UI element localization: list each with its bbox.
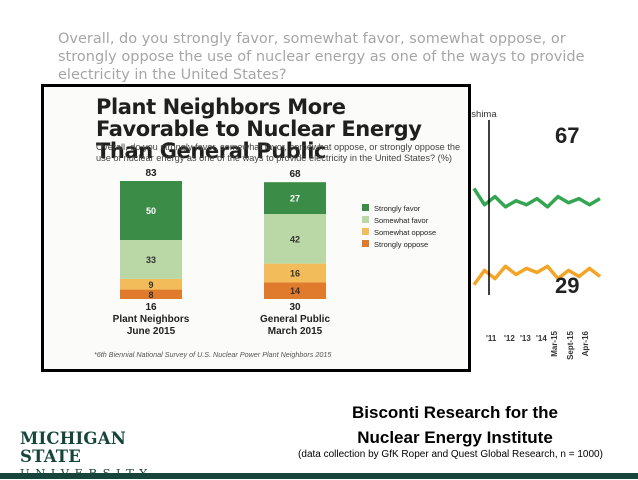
slide-title: Overall, do you strongly favor, somewhat… xyxy=(58,31,585,83)
trend-series-line-0 xyxy=(472,187,601,209)
bar-value-label-0-0: 50 xyxy=(146,206,156,216)
oppose-total-label-1: 30 xyxy=(289,302,301,313)
trend-tick-label-4: Mar-15 xyxy=(550,330,559,356)
logo-line-1: MICHIGAN STATE xyxy=(20,429,126,466)
inset-subtitle: Overall, do you strongly favor, somewhat… xyxy=(96,142,461,163)
oppose-total-label-0: 16 xyxy=(145,302,157,313)
bar-value-label-0-2: 9 xyxy=(148,280,153,290)
trend-tick-label-3: '14 xyxy=(536,334,547,343)
bar-value-label-0-3: 8 xyxy=(148,290,153,300)
inset-title: Plant Neighbors More Favorable to Nuclea… xyxy=(96,95,422,163)
legend-swatch-0 xyxy=(362,204,369,211)
bar-segment-0-0 xyxy=(120,181,182,240)
legend-swatch-3 xyxy=(362,240,369,247)
category-label-0: Plant Neighbors xyxy=(113,314,190,325)
bar-segment-1-0 xyxy=(264,182,326,215)
bar-segment-1-3 xyxy=(264,282,326,299)
trend-tick-label-1: '12 xyxy=(504,334,515,343)
trend-series-line-1 xyxy=(472,264,602,286)
favor-total-label-1: 68 xyxy=(289,169,301,180)
bar-value-label-1-3: 14 xyxy=(290,286,300,296)
legend-label-2: Somewhat oppose xyxy=(374,228,436,237)
trend-tick-label-5: Sept-15 xyxy=(566,330,575,359)
legend-label-3: Strongly oppose xyxy=(374,240,428,249)
trend-line-chart: ushima 67 29 '11 '12 '13 '14 Mar-15 Sept-15 Ap… xyxy=(466,109,602,360)
bar-value-label-1-1: 42 xyxy=(290,234,300,244)
bar-segment-0-2 xyxy=(120,278,182,290)
bar-segment-1-2 xyxy=(264,263,326,283)
category-date-label-0: June 2015 xyxy=(127,326,176,337)
category-label-1: General Public xyxy=(260,314,330,325)
oppose-end-label: 29 xyxy=(555,273,579,298)
trend-tick-label-6: Apr-16 xyxy=(581,330,590,356)
inset-chart-panel: 8 9 33 50 83 16 Plant Neighbors June 2015 14 16 42… xyxy=(41,84,471,372)
fukushima-annotation: ushima xyxy=(466,109,497,120)
inset-footnote: *6th Biennial National Survey of U.S. Nu… xyxy=(94,350,332,359)
favor-end-label: 67 xyxy=(555,123,579,148)
credit-block: Bisconti Research for the Nuclear Energy… xyxy=(290,400,620,450)
trend-tick-label-0: '11 xyxy=(486,334,497,343)
bar-segment-0-1 xyxy=(120,240,182,279)
footer-band xyxy=(0,473,638,479)
favor-total-label-0: 83 xyxy=(145,168,157,179)
credit-line-1: Bisconti Research for the xyxy=(352,403,558,422)
bar-segment-1-1 xyxy=(264,214,326,264)
category-date-label-1: March 2015 xyxy=(268,326,323,337)
credit-note: (data collection by GfK Roper and Quest … xyxy=(298,449,603,460)
credit-line-2: Nuclear Energy Institute xyxy=(357,428,553,447)
legend-swatch-1 xyxy=(362,216,369,223)
legend-label-1: Somewhat favor xyxy=(374,216,429,225)
bar-value-label-0-1: 33 xyxy=(146,255,156,265)
bar-value-label-1-0: 27 xyxy=(290,194,300,204)
legend-swatch-2 xyxy=(362,228,369,235)
trend-tick-label-2: '13 xyxy=(520,334,531,343)
bar-segment-0-3 xyxy=(120,289,182,299)
legend-label-0: Strongly favor xyxy=(374,204,421,213)
bar-value-label-1-2: 16 xyxy=(290,269,300,279)
